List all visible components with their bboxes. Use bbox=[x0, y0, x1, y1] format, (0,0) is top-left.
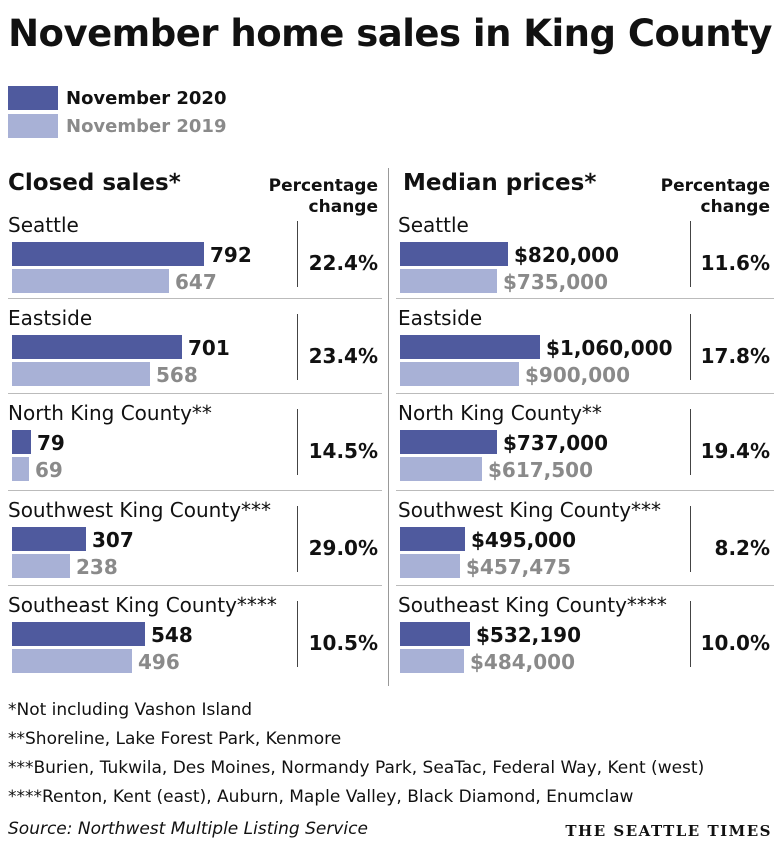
closed-sales-bar-2019 bbox=[12, 554, 70, 578]
median-prices-region-label: Southeast King County**** bbox=[398, 593, 667, 617]
closed-sales-value-label-2019: 647 bbox=[175, 270, 217, 294]
median-prices-pct-header: Percentage change bbox=[654, 176, 770, 218]
median-prices-pct-change: 8.2% bbox=[714, 536, 770, 560]
median-prices-region-label: Eastside bbox=[398, 306, 483, 330]
median-prices-row-divider bbox=[396, 585, 774, 586]
closed-sales-pct-separator bbox=[297, 409, 298, 475]
panel-divider bbox=[388, 168, 389, 686]
closed-sales-bar-2020 bbox=[12, 622, 145, 646]
legend-label-2019: November 2019 bbox=[66, 116, 227, 137]
closed-sales-bar-2020 bbox=[12, 242, 204, 266]
median-prices-value-label-2020: $820,000 bbox=[514, 243, 620, 267]
closed-sales-pct-separator bbox=[297, 601, 298, 667]
median-prices-value-label-2019: $900,000 bbox=[525, 363, 631, 387]
closed-sales-region-label: Southeast King County**** bbox=[8, 593, 277, 617]
median-prices-value-label-2020: $532,190 bbox=[476, 623, 582, 647]
closed-sales-value-label-2020: 792 bbox=[210, 243, 252, 267]
median-prices-bar-2019 bbox=[400, 457, 482, 481]
footnote-2: **Shoreline, Lake Forest Park, Kenmore bbox=[8, 729, 342, 749]
closed-sales-pct-separator bbox=[297, 314, 298, 380]
median-prices-pct-separator bbox=[690, 221, 691, 287]
median-prices-region-label: Southwest King County*** bbox=[398, 498, 662, 522]
median-prices-value-label-2020: $1,060,000 bbox=[546, 336, 673, 360]
brand-logo: THE SEATTLE TIMES bbox=[565, 822, 772, 840]
median-prices-value-label-2019: $457,475 bbox=[466, 555, 572, 579]
closed-sales-pct-change: 29.0% bbox=[308, 536, 378, 560]
pct-header-line1: Percentage bbox=[660, 176, 770, 196]
closed-sales-pct-header: Percentage change bbox=[262, 176, 378, 218]
legend-swatch-2019 bbox=[8, 114, 58, 138]
closed-sales-region-label: Southwest King County*** bbox=[8, 498, 272, 522]
chart-title: November home sales in King County bbox=[8, 12, 772, 55]
closed-sales-row-divider bbox=[8, 585, 382, 586]
median-prices-title: Median prices* bbox=[403, 170, 597, 196]
median-prices-pct-change: 17.8% bbox=[700, 344, 770, 368]
median-prices-pct-change: 10.0% bbox=[700, 631, 770, 655]
closed-sales-bar-2019 bbox=[12, 457, 29, 481]
closed-sales-pct-change: 22.4% bbox=[308, 251, 378, 275]
closed-sales-bar-2019 bbox=[12, 649, 132, 673]
closed-sales-value-label-2019: 568 bbox=[156, 363, 198, 387]
median-prices-value-label-2020: $737,000 bbox=[503, 431, 609, 455]
median-prices-bar-2020 bbox=[400, 242, 508, 266]
closed-sales-title: Closed sales* bbox=[8, 170, 181, 196]
closed-sales-region-label: Eastside bbox=[8, 306, 93, 330]
median-prices-bar-2019 bbox=[400, 554, 460, 578]
closed-sales-bar-2019 bbox=[12, 362, 150, 386]
median-prices-pct-change: 11.6% bbox=[700, 251, 770, 275]
closed-sales-bar-2019 bbox=[12, 269, 169, 293]
closed-sales-pct-change: 10.5% bbox=[308, 631, 378, 655]
closed-sales-region-label: North King County** bbox=[8, 401, 212, 425]
footnote-1: *Not including Vashon Island bbox=[8, 700, 253, 720]
footnote-3: ***Burien, Tukwila, Des Moines, Normandy… bbox=[8, 758, 705, 778]
closed-sales-value-label-2020: 79 bbox=[37, 431, 65, 455]
closed-sales-value-label-2020: 307 bbox=[92, 528, 134, 552]
median-prices-bar-2020 bbox=[400, 335, 540, 359]
pct-header-line2: change bbox=[308, 197, 378, 217]
closed-sales-value-label-2020: 701 bbox=[188, 336, 230, 360]
median-prices-region-label: North King County** bbox=[398, 401, 602, 425]
median-prices-pct-separator bbox=[690, 601, 691, 667]
closed-sales-pct-change: 14.5% bbox=[308, 439, 378, 463]
closed-sales-value-label-2019: 496 bbox=[138, 650, 180, 674]
legend-swatch-2020 bbox=[8, 86, 58, 110]
closed-sales-row-divider bbox=[8, 393, 382, 394]
closed-sales-value-label-2020: 548 bbox=[151, 623, 193, 647]
median-prices-value-label-2019: $484,000 bbox=[470, 650, 576, 674]
source-note: Source: Northwest Multiple Listing Servi… bbox=[8, 819, 368, 839]
median-prices-bar-2020 bbox=[400, 527, 465, 551]
legend-label-2020: November 2020 bbox=[66, 88, 227, 109]
median-prices-bar-2019 bbox=[400, 362, 519, 386]
median-prices-pct-separator bbox=[690, 314, 691, 380]
median-prices-bar-2019 bbox=[400, 649, 464, 673]
closed-sales-pct-change: 23.4% bbox=[308, 344, 378, 368]
median-prices-pct-change: 19.4% bbox=[700, 439, 770, 463]
median-prices-row-divider bbox=[396, 490, 774, 491]
closed-sales-pct-separator bbox=[297, 221, 298, 287]
closed-sales-bar-2020 bbox=[12, 335, 182, 359]
closed-sales-value-label-2019: 238 bbox=[76, 555, 118, 579]
median-prices-pct-separator bbox=[690, 506, 691, 572]
closed-sales-row-divider bbox=[8, 298, 382, 299]
median-prices-bar-2020 bbox=[400, 430, 497, 454]
median-prices-row-divider bbox=[396, 298, 774, 299]
closed-sales-row-divider bbox=[8, 490, 382, 491]
closed-sales-bar-2020 bbox=[12, 430, 31, 454]
median-prices-value-label-2019: $617,500 bbox=[488, 458, 594, 482]
pct-header-line2: change bbox=[700, 197, 770, 217]
median-prices-value-label-2020: $495,000 bbox=[471, 528, 577, 552]
closed-sales-bar-2020 bbox=[12, 527, 86, 551]
median-prices-pct-separator bbox=[690, 409, 691, 475]
median-prices-bar-2019 bbox=[400, 269, 497, 293]
median-prices-row-divider bbox=[396, 393, 774, 394]
closed-sales-pct-separator bbox=[297, 506, 298, 572]
pct-header-line1: Percentage bbox=[268, 176, 378, 196]
closed-sales-value-label-2019: 69 bbox=[35, 458, 63, 482]
median-prices-region-label: Seattle bbox=[398, 213, 469, 237]
median-prices-bar-2020 bbox=[400, 622, 470, 646]
closed-sales-region-label: Seattle bbox=[8, 213, 79, 237]
median-prices-value-label-2019: $735,000 bbox=[503, 270, 609, 294]
footnote-4: ****Renton, Kent (east), Auburn, Maple V… bbox=[8, 787, 634, 807]
